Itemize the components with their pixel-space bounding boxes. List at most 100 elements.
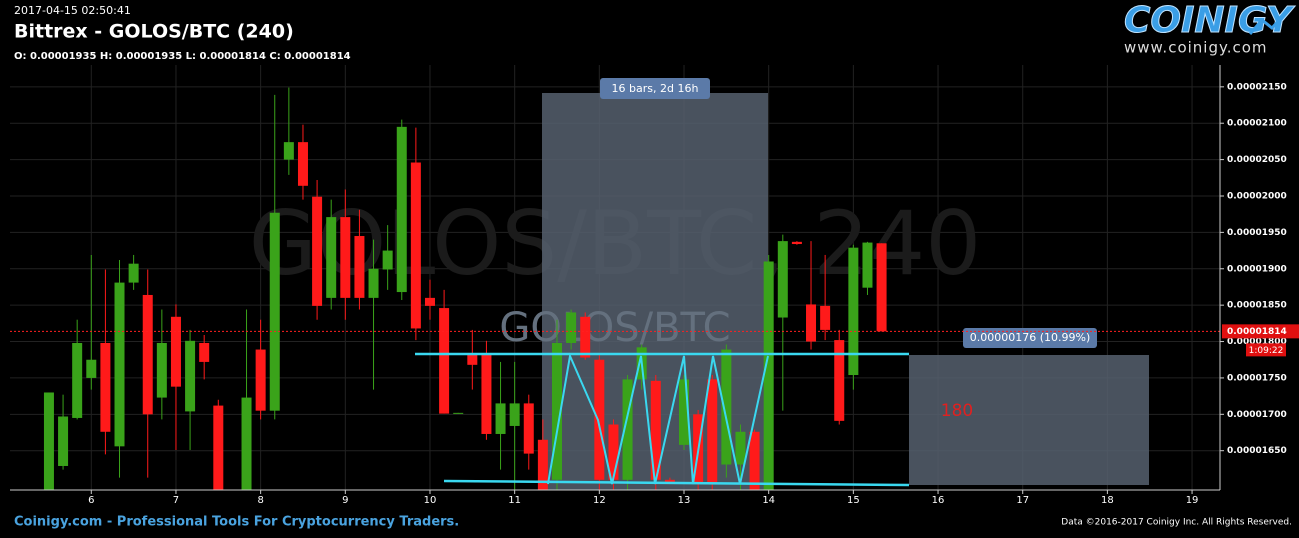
y-tick-label: 0.00001850 — [1227, 301, 1287, 311]
y-tick-label: 0.00001650 — [1227, 446, 1287, 456]
x-tick-label: 14 — [762, 495, 775, 506]
candle-body — [72, 342, 83, 418]
candle-body — [791, 241, 802, 245]
range-bars: 180 — [941, 401, 973, 421]
ohlc-text: O: 0.00001935 H: 0.00001935 L: 0.0000181… — [14, 51, 351, 62]
range-box — [909, 355, 1149, 485]
candle-body — [100, 342, 111, 432]
candle-body — [340, 217, 351, 298]
candle-body — [622, 379, 633, 480]
candle-body — [650, 380, 661, 480]
candle-body — [551, 342, 562, 480]
candle-body — [269, 212, 280, 411]
y-tick-label: 0.00002150 — [1227, 82, 1287, 92]
candle-body — [424, 297, 435, 306]
candle-body — [509, 403, 520, 426]
last-price-box — [1222, 324, 1299, 339]
y-tick-label: 0.00001800 — [1227, 337, 1287, 347]
candle-body — [368, 268, 379, 298]
candle-body — [185, 340, 196, 412]
candle-body — [354, 236, 365, 298]
candle-body — [848, 247, 859, 376]
x-tick-label: 19 — [1186, 495, 1199, 506]
measure-label: 16 bars, 2d 16h — [612, 82, 699, 95]
candle-body — [312, 196, 323, 306]
watermark-small: GOLOS/BTC — [499, 305, 730, 351]
candle-body — [382, 250, 393, 270]
title: Bittrex - GOLOS/BTC (240) — [14, 21, 294, 43]
footer-left: Coinigy.com - Professional Tools For Cry… — [14, 515, 459, 530]
candle-body — [255, 349, 266, 411]
x-tick-label: 6 — [88, 495, 94, 506]
candle-body — [495, 403, 506, 434]
measure-label-box — [600, 78, 710, 99]
candle-body — [721, 349, 732, 465]
countdown-box — [1246, 343, 1286, 357]
trend-line — [443, 479, 910, 487]
y-tick-label: 0.00002000 — [1227, 191, 1287, 201]
candle-body — [439, 308, 450, 414]
candle-body — [594, 359, 605, 480]
candle-body — [114, 282, 125, 447]
range-label: 0.00000176 (10.99%) — [970, 331, 1091, 344]
footer-right: Data ©2016-2017 Coinigy Inc. All Rights … — [1061, 518, 1292, 528]
x-tick-label: 18 — [1101, 495, 1114, 506]
candle-body — [876, 243, 887, 332]
candle-body — [326, 217, 337, 298]
candle-body — [537, 439, 548, 490]
brand-logo: COINIGY — [1124, 0, 1296, 41]
x-tick-label: 7 — [173, 495, 179, 506]
candle-body — [86, 359, 97, 378]
y-tick-label: 0.00001950 — [1227, 228, 1287, 238]
x-tick-label: 11 — [508, 495, 521, 506]
y-tick-label: 0.00001900 — [1227, 264, 1287, 274]
candle-body — [679, 379, 690, 445]
candle-body — [862, 242, 873, 288]
candle-body — [777, 241, 788, 318]
candle-body — [523, 403, 534, 454]
last-price-label: 0.00001814 — [1227, 327, 1287, 337]
candle-body — [43, 392, 54, 490]
candle-body — [297, 142, 308, 186]
candle-body — [834, 340, 845, 421]
candle-body — [806, 304, 817, 342]
x-tick-label: 12 — [593, 495, 606, 506]
brand-url: www.coinigy.com — [1124, 39, 1268, 57]
brand-icon — [1248, 6, 1292, 35]
candle-body — [58, 416, 69, 466]
x-tick-label: 15 — [847, 495, 860, 506]
x-tick-label: 10 — [424, 495, 437, 506]
candle-body — [749, 431, 760, 490]
x-tick-label: 17 — [1016, 495, 1029, 506]
candle-body — [707, 379, 718, 483]
candle-body — [481, 353, 492, 434]
candle-body — [170, 316, 181, 387]
x-tick-label: 9 — [342, 495, 348, 506]
range-label-box — [963, 328, 1097, 348]
candle-body — [213, 405, 224, 490]
y-tick-label: 0.00001700 — [1227, 410, 1287, 420]
x-tick-label: 13 — [678, 495, 691, 506]
x-tick-label: 8 — [257, 495, 263, 506]
candle-body — [241, 397, 252, 490]
x-tick-label: 16 — [932, 495, 945, 506]
timestamp: 2017-04-15 02:50:41 — [14, 4, 131, 17]
candle-body — [410, 162, 421, 329]
candle-body — [283, 142, 294, 160]
candle-body — [199, 342, 210, 362]
candle-body — [735, 431, 746, 465]
candle-body — [664, 479, 675, 484]
y-tick-label: 0.00002100 — [1227, 119, 1287, 129]
candle-body — [820, 305, 831, 330]
candle-body — [580, 316, 591, 358]
countdown-label: 1:09:22 — [1249, 346, 1284, 356]
candle-body — [396, 126, 407, 293]
zigzag — [547, 352, 769, 485]
candle-body — [453, 412, 464, 414]
candle-body — [608, 424, 619, 480]
y-tick-label: 0.00002050 — [1227, 155, 1287, 165]
trend-drawings — [415, 352, 910, 487]
candle-body — [566, 312, 577, 343]
